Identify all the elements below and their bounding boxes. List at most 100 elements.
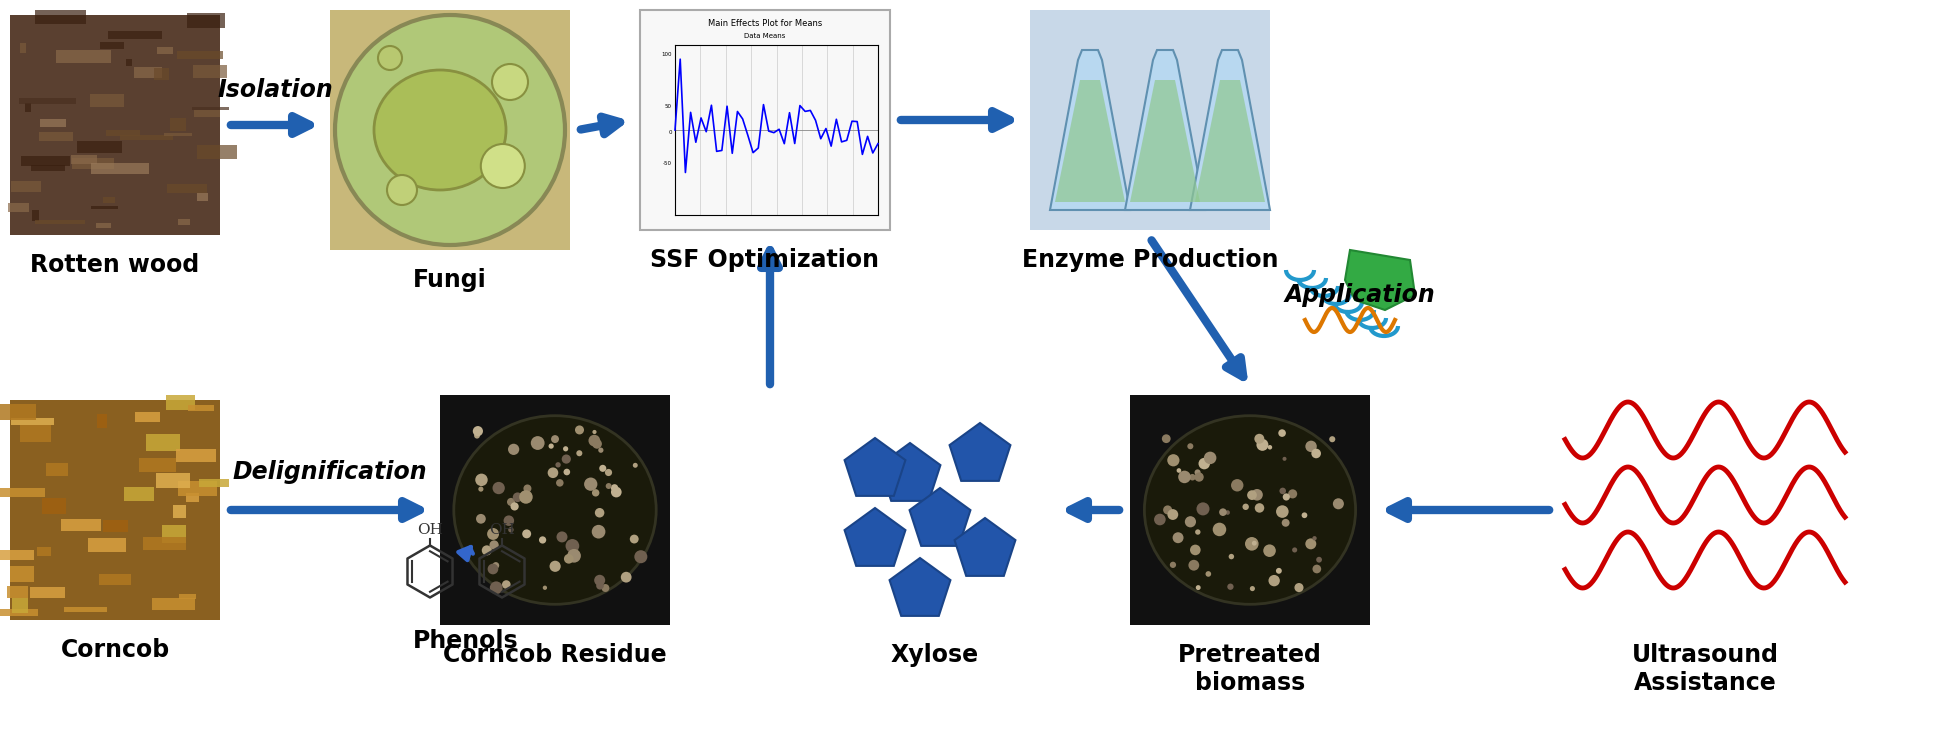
- Bar: [152, 598, 195, 610]
- Bar: [176, 449, 217, 462]
- Bar: [10, 15, 221, 235]
- Circle shape: [1275, 568, 1281, 574]
- Circle shape: [379, 46, 402, 70]
- Bar: [96, 223, 111, 228]
- Text: Phenols: Phenols: [414, 629, 519, 653]
- Circle shape: [564, 469, 570, 475]
- Bar: [107, 131, 141, 137]
- Bar: [178, 219, 189, 225]
- Circle shape: [531, 436, 545, 450]
- Bar: [31, 210, 39, 221]
- Bar: [135, 66, 162, 77]
- Text: Data Means: Data Means: [744, 33, 785, 39]
- Bar: [1131, 395, 1369, 625]
- Circle shape: [1225, 510, 1230, 515]
- Text: Xylose: Xylose: [891, 643, 978, 667]
- Bar: [330, 10, 570, 250]
- Circle shape: [1279, 488, 1285, 494]
- Bar: [641, 10, 891, 230]
- Circle shape: [1185, 516, 1195, 527]
- Bar: [20, 99, 76, 104]
- Circle shape: [1178, 471, 1191, 483]
- Circle shape: [490, 581, 502, 594]
- Circle shape: [584, 477, 598, 491]
- Circle shape: [557, 479, 564, 487]
- Bar: [119, 135, 172, 140]
- Circle shape: [635, 550, 646, 564]
- Circle shape: [1289, 489, 1297, 499]
- Text: -50: -50: [662, 161, 672, 166]
- Circle shape: [588, 435, 600, 447]
- Text: Isolation: Isolation: [217, 78, 332, 102]
- Circle shape: [1264, 545, 1275, 557]
- Circle shape: [1189, 474, 1195, 480]
- Bar: [197, 145, 236, 159]
- Circle shape: [605, 469, 611, 476]
- Polygon shape: [1125, 50, 1205, 210]
- Text: Application: Application: [1285, 283, 1435, 307]
- Circle shape: [539, 537, 547, 544]
- Bar: [127, 59, 133, 66]
- Circle shape: [1279, 429, 1285, 437]
- Circle shape: [1168, 454, 1180, 466]
- Bar: [31, 166, 64, 171]
- Circle shape: [1312, 536, 1316, 540]
- Polygon shape: [955, 518, 1016, 576]
- Circle shape: [492, 562, 500, 569]
- Circle shape: [514, 493, 521, 502]
- Circle shape: [508, 498, 516, 506]
- Bar: [0, 550, 33, 560]
- Bar: [193, 110, 221, 118]
- Circle shape: [1195, 529, 1201, 535]
- Bar: [197, 193, 209, 201]
- Circle shape: [592, 430, 596, 434]
- Bar: [0, 609, 37, 616]
- Circle shape: [482, 545, 492, 556]
- Circle shape: [562, 455, 570, 464]
- Bar: [439, 395, 670, 625]
- Circle shape: [1195, 472, 1203, 482]
- Bar: [92, 163, 148, 174]
- Circle shape: [594, 575, 605, 585]
- Bar: [186, 493, 199, 502]
- Circle shape: [1213, 523, 1226, 537]
- Circle shape: [1310, 449, 1320, 458]
- Circle shape: [1162, 434, 1170, 443]
- Circle shape: [508, 527, 514, 532]
- Bar: [187, 13, 225, 28]
- Polygon shape: [1189, 50, 1269, 210]
- Circle shape: [1189, 560, 1199, 571]
- Bar: [72, 158, 113, 169]
- Circle shape: [1332, 499, 1344, 510]
- Circle shape: [557, 531, 568, 542]
- Text: Enzyme Production: Enzyme Production: [1021, 248, 1279, 272]
- Circle shape: [547, 467, 559, 478]
- Circle shape: [1244, 537, 1258, 550]
- Bar: [90, 93, 125, 107]
- Circle shape: [611, 484, 619, 491]
- Circle shape: [551, 435, 559, 443]
- Bar: [10, 566, 35, 582]
- Bar: [193, 65, 227, 78]
- Text: Fungi: Fungi: [414, 268, 486, 292]
- Circle shape: [504, 515, 514, 526]
- Circle shape: [1164, 505, 1172, 515]
- Circle shape: [598, 447, 603, 453]
- Bar: [57, 50, 111, 63]
- Bar: [178, 481, 217, 496]
- Circle shape: [508, 444, 519, 455]
- Bar: [154, 67, 170, 80]
- Circle shape: [475, 433, 480, 439]
- Text: OH: OH: [488, 523, 516, 537]
- Circle shape: [605, 483, 611, 489]
- Bar: [143, 537, 186, 550]
- Circle shape: [1281, 519, 1289, 527]
- Polygon shape: [1195, 80, 1266, 202]
- Text: Rotten wood: Rotten wood: [31, 253, 199, 277]
- Bar: [0, 404, 35, 420]
- Circle shape: [1312, 564, 1320, 573]
- Circle shape: [596, 582, 603, 590]
- Bar: [135, 412, 160, 422]
- Ellipse shape: [1144, 415, 1355, 604]
- Bar: [104, 197, 115, 204]
